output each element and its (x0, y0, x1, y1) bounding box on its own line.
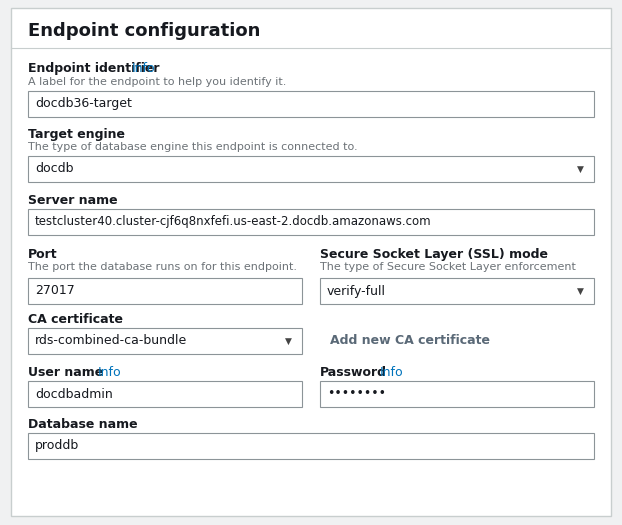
Text: Target engine: Target engine (28, 128, 125, 141)
Bar (28, 433, 594, 459)
Text: proddb: proddb (35, 439, 79, 453)
Text: rds-combined-ca-bundle: rds-combined-ca-bundle (35, 334, 187, 348)
Text: ▼: ▼ (577, 287, 583, 296)
Text: docdb: docdb (35, 163, 73, 175)
Text: The type of Secure Socket Layer enforcement: The type of Secure Socket Layer enforcem… (320, 262, 576, 272)
Text: testcluster40.cluster-cjf6q8nxfefi.us-east-2.docdb.amazonaws.com: testcluster40.cluster-cjf6q8nxfefi.us-ea… (35, 215, 432, 228)
Text: The type of database engine this endpoint is connected to.: The type of database engine this endpoin… (28, 142, 358, 152)
Text: docdb36-target: docdb36-target (35, 98, 132, 110)
Text: Info: Info (98, 366, 122, 379)
Text: Info: Info (132, 62, 156, 75)
Text: Endpoint configuration: Endpoint configuration (28, 22, 261, 40)
Text: 27017: 27017 (35, 285, 75, 298)
Text: Port: Port (28, 248, 58, 261)
Text: Database name: Database name (28, 418, 137, 431)
Text: ▼: ▼ (284, 337, 292, 345)
Text: verify-full: verify-full (327, 285, 386, 298)
Text: Password: Password (320, 366, 387, 379)
Text: Secure Socket Layer (SSL) mode: Secure Socket Layer (SSL) mode (320, 248, 548, 261)
Bar (28, 328, 302, 354)
Text: CA certificate: CA certificate (28, 313, 123, 326)
Bar (28, 209, 594, 235)
Bar (28, 381, 302, 407)
Bar (320, 381, 594, 407)
Text: The port the database runs on for this endpoint.: The port the database runs on for this e… (28, 262, 297, 272)
Bar (28, 278, 302, 304)
Bar (28, 156, 594, 182)
Text: Server name: Server name (28, 194, 118, 207)
Text: docdbadmin: docdbadmin (35, 387, 113, 401)
Text: Info: Info (380, 366, 404, 379)
Text: A label for the endpoint to help you identify it.: A label for the endpoint to help you ide… (28, 77, 286, 87)
Text: Endpoint identifier: Endpoint identifier (28, 62, 159, 75)
Text: ••••••••: •••••••• (327, 387, 386, 401)
Bar (28, 91, 594, 117)
Text: User name: User name (28, 366, 103, 379)
Bar (320, 278, 594, 304)
Text: ▼: ▼ (577, 164, 583, 173)
Text: Add new CA certificate: Add new CA certificate (330, 334, 490, 348)
